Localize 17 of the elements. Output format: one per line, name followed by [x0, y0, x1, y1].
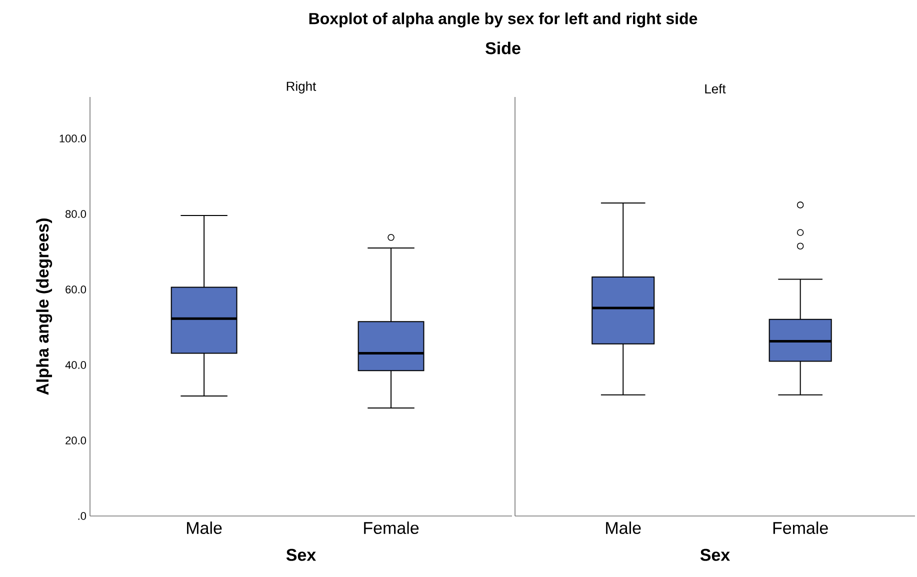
y-tick-label: 40.0 — [65, 361, 86, 369]
chart-title: Left — [705, 84, 726, 94]
x-tick-label: Male — [606, 522, 641, 534]
x-tick-label: Female — [364, 522, 419, 534]
y-tick-label: 100.0 — [60, 134, 86, 142]
y-tick-label: 20.0 — [66, 436, 86, 444]
chart-title: Right — [286, 81, 316, 94]
x-axis-title: Sex — [700, 548, 730, 561]
y-tick-label: .0 — [78, 512, 86, 520]
text: Boxplot of alpha angle by sex for left and right side — [309, 12, 698, 28]
x-tick-label: Male — [187, 522, 222, 534]
y-axis-title: Alpha angle (degrees) — [36, 218, 52, 395]
x-tick-label: Female — [773, 522, 828, 534]
y-tick-label: 60.0 — [66, 286, 86, 294]
y-tick-label: 80.0 — [66, 210, 86, 218]
x-axis-title: Sex — [286, 548, 316, 561]
text: Side — [486, 42, 520, 54]
